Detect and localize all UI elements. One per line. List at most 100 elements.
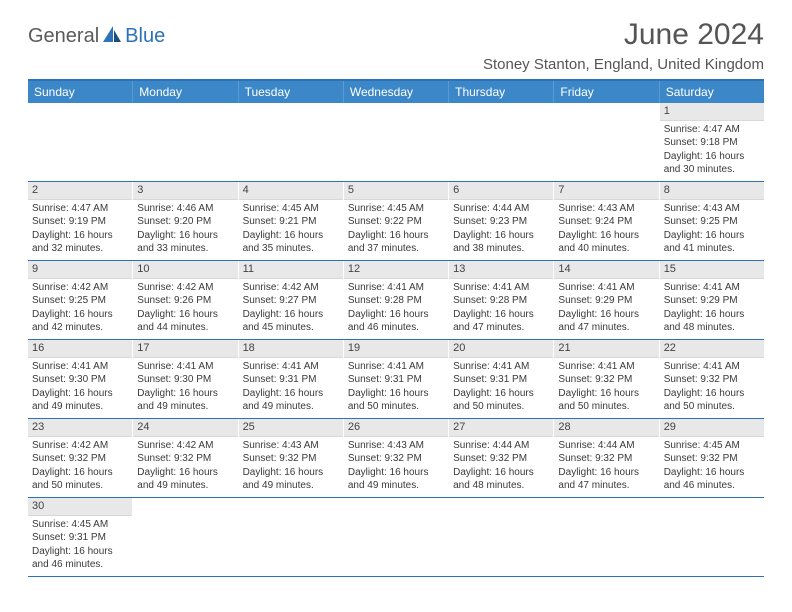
daylight-text: Daylight: 16 hours and 35 minutes. [243, 229, 339, 256]
daylight-text: Daylight: 16 hours and 32 minutes. [32, 229, 128, 256]
day-cell: 2Sunrise: 4:47 AMSunset: 9:19 PMDaylight… [28, 182, 133, 260]
title-block: June 2024 Stoney Stanton, England, Unite… [483, 18, 764, 73]
sunset-text: Sunset: 9:32 PM [558, 452, 654, 466]
day-cell: 15Sunrise: 4:41 AMSunset: 9:29 PMDayligh… [660, 261, 764, 339]
day-cell: 26Sunrise: 4:43 AMSunset: 9:32 PMDayligh… [344, 419, 449, 497]
sunrise-text: Sunrise: 4:42 AM [32, 281, 128, 295]
day-body: Sunrise: 4:46 AMSunset: 9:20 PMDaylight:… [133, 200, 237, 260]
day-body: Sunrise: 4:42 AMSunset: 9:32 PMDaylight:… [133, 437, 237, 497]
daylight-text: Daylight: 16 hours and 50 minutes. [664, 387, 760, 414]
sunset-text: Sunset: 9:19 PM [32, 215, 128, 229]
day-number [554, 498, 658, 500]
daylight-text: Daylight: 16 hours and 46 minutes. [32, 545, 128, 572]
daylight-text: Daylight: 16 hours and 49 minutes. [137, 466, 233, 493]
day-number: 3 [133, 182, 237, 200]
day-body: Sunrise: 4:41 AMSunset: 9:31 PMDaylight:… [449, 358, 553, 418]
weekday-header-row: Sunday Monday Tuesday Wednesday Thursday… [28, 81, 764, 103]
day-body: Sunrise: 4:44 AMSunset: 9:32 PMDaylight:… [449, 437, 553, 497]
sunrise-text: Sunrise: 4:47 AM [32, 202, 128, 216]
daylight-text: Daylight: 16 hours and 49 minutes. [32, 387, 128, 414]
daylight-text: Daylight: 16 hours and 37 minutes. [348, 229, 444, 256]
day-body: Sunrise: 4:41 AMSunset: 9:30 PMDaylight:… [133, 358, 237, 418]
daylight-text: Daylight: 16 hours and 44 minutes. [137, 308, 233, 335]
weekday-header: Friday [554, 81, 659, 103]
sunset-text: Sunset: 9:32 PM [558, 373, 654, 387]
day-cell: 29Sunrise: 4:45 AMSunset: 9:32 PMDayligh… [660, 419, 764, 497]
day-cell: 19Sunrise: 4:41 AMSunset: 9:31 PMDayligh… [344, 340, 449, 418]
sunrise-text: Sunrise: 4:42 AM [137, 439, 233, 453]
day-number [449, 498, 553, 500]
sunset-text: Sunset: 9:32 PM [32, 452, 128, 466]
daylight-text: Daylight: 16 hours and 46 minutes. [664, 466, 760, 493]
sunrise-text: Sunrise: 4:47 AM [664, 123, 760, 137]
day-number: 30 [28, 498, 132, 516]
day-number [239, 103, 343, 105]
sunset-text: Sunset: 9:32 PM [137, 452, 233, 466]
day-body: Sunrise: 4:41 AMSunset: 9:29 PMDaylight:… [660, 279, 764, 339]
day-body: Sunrise: 4:42 AMSunset: 9:25 PMDaylight:… [28, 279, 132, 339]
day-body: Sunrise: 4:41 AMSunset: 9:31 PMDaylight:… [239, 358, 343, 418]
sunrise-text: Sunrise: 4:41 AM [348, 281, 444, 295]
day-body: Sunrise: 4:44 AMSunset: 9:23 PMDaylight:… [449, 200, 553, 260]
sunset-text: Sunset: 9:31 PM [32, 531, 128, 545]
day-number: 9 [28, 261, 132, 279]
day-cell: 14Sunrise: 4:41 AMSunset: 9:29 PMDayligh… [554, 261, 659, 339]
day-body: Sunrise: 4:41 AMSunset: 9:28 PMDaylight:… [344, 279, 448, 339]
day-number: 13 [449, 261, 553, 279]
day-cell: 21Sunrise: 4:41 AMSunset: 9:32 PMDayligh… [554, 340, 659, 418]
day-body: Sunrise: 4:41 AMSunset: 9:29 PMDaylight:… [554, 279, 658, 339]
sunrise-text: Sunrise: 4:46 AM [137, 202, 233, 216]
weekday-header: Sunday [28, 81, 133, 103]
day-cell: 11Sunrise: 4:42 AMSunset: 9:27 PMDayligh… [239, 261, 344, 339]
day-body: Sunrise: 4:41 AMSunset: 9:32 PMDaylight:… [554, 358, 658, 418]
day-number [660, 498, 764, 500]
sunset-text: Sunset: 9:30 PM [137, 373, 233, 387]
day-number [554, 103, 658, 105]
day-cell: 24Sunrise: 4:42 AMSunset: 9:32 PMDayligh… [133, 419, 238, 497]
daylight-text: Daylight: 16 hours and 50 minutes. [32, 466, 128, 493]
sunset-text: Sunset: 9:21 PM [243, 215, 339, 229]
day-number: 2 [28, 182, 132, 200]
sunset-text: Sunset: 9:26 PM [137, 294, 233, 308]
day-body: Sunrise: 4:47 AMSunset: 9:19 PMDaylight:… [28, 200, 132, 260]
day-number: 10 [133, 261, 237, 279]
day-cell [28, 103, 133, 181]
day-cell: 25Sunrise: 4:43 AMSunset: 9:32 PMDayligh… [239, 419, 344, 497]
sunset-text: Sunset: 9:31 PM [243, 373, 339, 387]
day-number: 6 [449, 182, 553, 200]
daylight-text: Daylight: 16 hours and 49 minutes. [243, 387, 339, 414]
day-body: Sunrise: 4:42 AMSunset: 9:26 PMDaylight:… [133, 279, 237, 339]
daylight-text: Daylight: 16 hours and 49 minutes. [243, 466, 339, 493]
day-number: 27 [449, 419, 553, 437]
day-number [133, 498, 237, 500]
sunrise-text: Sunrise: 4:43 AM [348, 439, 444, 453]
logo-text-general: General [28, 25, 99, 48]
daylight-text: Daylight: 16 hours and 47 minutes. [453, 308, 549, 335]
day-number: 20 [449, 340, 553, 358]
logo: General Blue [28, 24, 165, 49]
day-number: 17 [133, 340, 237, 358]
day-cell: 16Sunrise: 4:41 AMSunset: 9:30 PMDayligh… [28, 340, 133, 418]
day-number: 18 [239, 340, 343, 358]
sunrise-text: Sunrise: 4:41 AM [558, 360, 654, 374]
day-cell: 17Sunrise: 4:41 AMSunset: 9:30 PMDayligh… [133, 340, 238, 418]
daylight-text: Daylight: 16 hours and 49 minutes. [137, 387, 233, 414]
day-body: Sunrise: 4:44 AMSunset: 9:32 PMDaylight:… [554, 437, 658, 497]
daylight-text: Daylight: 16 hours and 42 minutes. [32, 308, 128, 335]
day-body: Sunrise: 4:45 AMSunset: 9:32 PMDaylight:… [660, 437, 764, 497]
day-cell: 7Sunrise: 4:43 AMSunset: 9:24 PMDaylight… [554, 182, 659, 260]
day-body: Sunrise: 4:43 AMSunset: 9:24 PMDaylight:… [554, 200, 658, 260]
week-row: 9Sunrise: 4:42 AMSunset: 9:25 PMDaylight… [28, 261, 764, 340]
day-cell: 6Sunrise: 4:44 AMSunset: 9:23 PMDaylight… [449, 182, 554, 260]
sunset-text: Sunset: 9:29 PM [558, 294, 654, 308]
sunset-text: Sunset: 9:22 PM [348, 215, 444, 229]
logo-text-blue: Blue [125, 25, 165, 48]
week-row: 2Sunrise: 4:47 AMSunset: 9:19 PMDaylight… [28, 182, 764, 261]
sunrise-text: Sunrise: 4:41 AM [664, 281, 760, 295]
day-cell: 28Sunrise: 4:44 AMSunset: 9:32 PMDayligh… [554, 419, 659, 497]
sunrise-text: Sunrise: 4:45 AM [348, 202, 444, 216]
day-number: 4 [239, 182, 343, 200]
sunset-text: Sunset: 9:32 PM [664, 452, 760, 466]
calendar: Sunday Monday Tuesday Wednesday Thursday… [28, 79, 764, 577]
day-cell: 20Sunrise: 4:41 AMSunset: 9:31 PMDayligh… [449, 340, 554, 418]
